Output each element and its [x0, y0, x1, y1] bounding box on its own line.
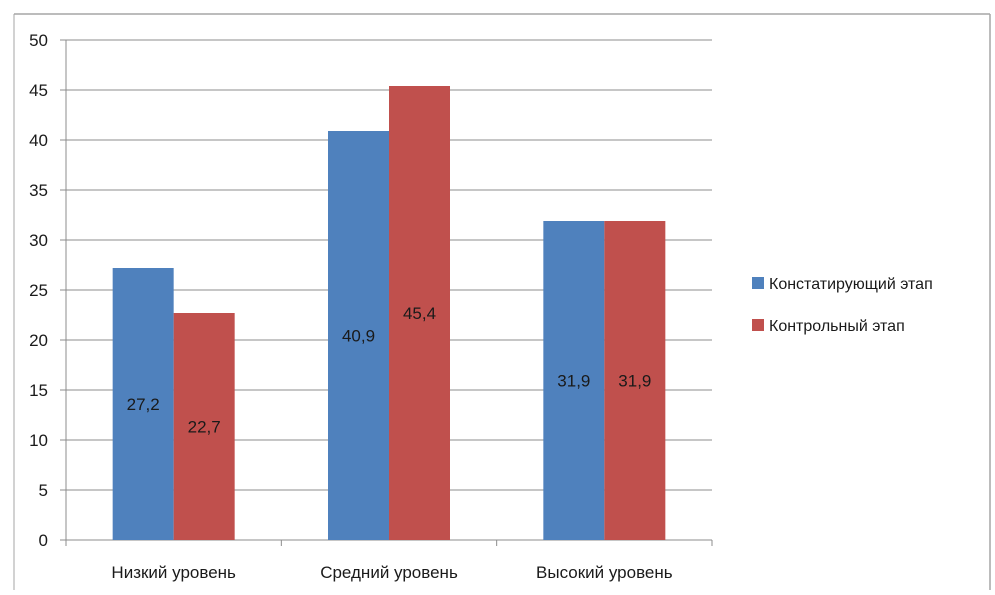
y-tick-label: 45 [29, 81, 48, 100]
bar-series2-2 [604, 221, 666, 540]
data-label: 27,2 [127, 395, 160, 414]
data-label: 31,9 [618, 372, 651, 391]
x-category-label: Низкий уровень [111, 563, 236, 582]
legend-swatch [752, 319, 764, 331]
y-tick-label: 35 [29, 181, 48, 200]
y-tick-label: 30 [29, 231, 48, 250]
data-label: 45,4 [403, 304, 436, 323]
legend: Констатирующий этап Контрольный этап [752, 276, 933, 335]
data-label: 31,9 [557, 372, 590, 391]
bars [112, 86, 666, 540]
legend-label: Констатирующий этап [769, 276, 933, 293]
legend-label: Контрольный этап [769, 318, 905, 335]
y-tick-label: 20 [29, 331, 48, 350]
y-tick-label: 40 [29, 131, 48, 150]
bar-series2-0 [173, 313, 235, 540]
x-category-label: Средний уровень [320, 563, 458, 582]
data-labels: 27,2 22,7 40,9 45,4 31,9 31,9 [127, 304, 652, 437]
x-category-label: Высокий уровень [536, 563, 673, 582]
data-label: 22,7 [188, 418, 221, 437]
legend-swatch [752, 277, 764, 289]
data-label: 40,9 [342, 327, 375, 346]
y-tick-label: 0 [39, 531, 48, 550]
bar-series1-2 [543, 221, 605, 540]
bar-series1-0 [112, 268, 174, 540]
bar-series1-1 [328, 131, 389, 540]
y-tick-label: 15 [29, 381, 48, 400]
y-tick-label: 50 [29, 31, 48, 50]
y-tick-label: 10 [29, 431, 48, 450]
bar-series2-1 [389, 86, 450, 540]
y-tick-label: 5 [39, 481, 48, 500]
y-tick-label: 25 [29, 281, 48, 300]
chart-frame-border [13, 13, 991, 590]
